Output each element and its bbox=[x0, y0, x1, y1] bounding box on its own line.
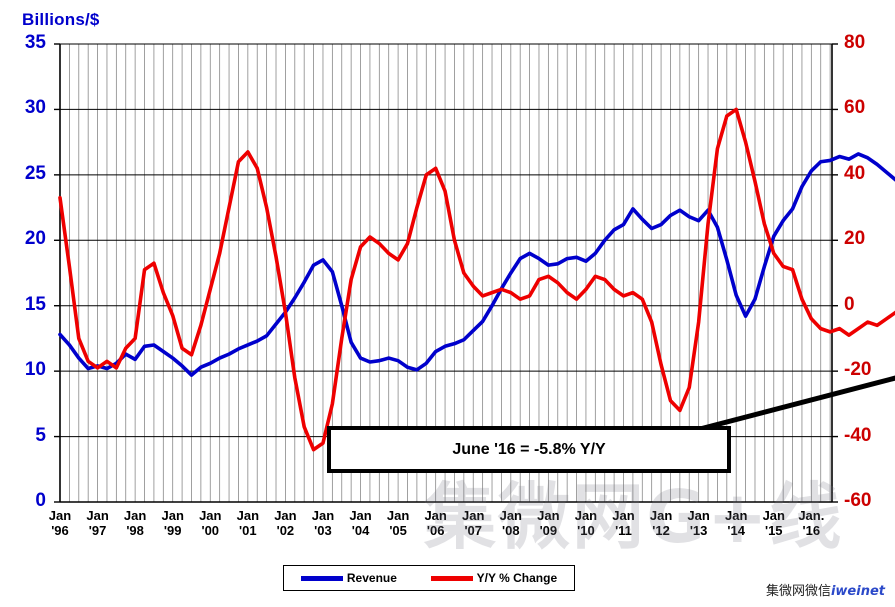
x-tick-year: '01 bbox=[239, 523, 257, 538]
legend-label-yoy: Y/Y % Change bbox=[476, 571, 558, 585]
x-tick-year: '11 bbox=[615, 523, 632, 538]
x-tick-month: Jan bbox=[462, 508, 485, 523]
y-axis-left-tick-30: 30 bbox=[24, 97, 46, 119]
x-axis-tick-96: Jan '96 bbox=[38, 508, 82, 538]
annotation-label: June '16 = -5.8% Y/Y bbox=[452, 440, 606, 458]
y-axis-left-tick-10: 10 bbox=[24, 359, 46, 381]
x-tick-month: Jan bbox=[649, 508, 673, 523]
x-axis-tick-02: Jan '02 bbox=[263, 508, 307, 538]
x-tick-year: '96 bbox=[51, 523, 69, 538]
x-tick-month: Jan bbox=[537, 508, 560, 523]
x-axis-tick-15: Jan '15 bbox=[752, 508, 796, 538]
x-axis-tick-12: Jan '12 bbox=[639, 508, 683, 538]
x-tick-year: '14 bbox=[727, 523, 745, 538]
x-axis-tick-05: Jan '05 bbox=[376, 508, 420, 538]
x-tick-year: '06 bbox=[426, 523, 445, 538]
x-tick-month: Jan bbox=[762, 508, 785, 523]
y-axis-left-tick-15: 15 bbox=[24, 293, 46, 315]
x-tick-month: Jan bbox=[123, 508, 147, 523]
y-axis-right-tick-80: 80 bbox=[844, 32, 866, 53]
legend-item-yoy: Y/Y % Change bbox=[430, 571, 558, 585]
x-tick-year: '02 bbox=[276, 523, 295, 538]
x-axis-tick-10: Jan '10 bbox=[564, 508, 608, 538]
x-axis-tick-13: Jan '13 bbox=[677, 508, 721, 538]
y-axis-left-tick-0: 0 bbox=[35, 490, 46, 511]
x-tick-year: '07 bbox=[464, 523, 483, 538]
x-axis-tick-04: Jan '04 bbox=[339, 508, 383, 538]
x-tick-year: '00 bbox=[201, 523, 220, 538]
x-axis-tick-97: Jan '97 bbox=[76, 508, 120, 538]
y-axis-left-title: Billions/$ bbox=[22, 10, 100, 29]
y-axis-right-tick--20: -20 bbox=[844, 359, 872, 381]
x-tick-month: Jan bbox=[612, 508, 635, 523]
x-tick-month: Jan bbox=[499, 508, 522, 523]
x-tick-year: '03 bbox=[314, 523, 332, 538]
x-axis-tick-98: Jan '98 bbox=[113, 508, 157, 538]
x-axis-tick-09: Jan '09 bbox=[526, 508, 570, 538]
x-tick-month: Jan bbox=[236, 508, 260, 523]
x-tick-month: Jan bbox=[161, 508, 184, 523]
x-tick-year: '98 bbox=[126, 523, 144, 538]
y-axis-right-tick-60: 60 bbox=[844, 97, 866, 119]
x-tick-month: Jan bbox=[86, 508, 109, 523]
x-tick-year: '05 bbox=[389, 523, 407, 538]
x-tick-month: Jan bbox=[574, 508, 598, 523]
y-axis-right-tick-40: 40 bbox=[844, 162, 866, 184]
x-tick-year: '13 bbox=[689, 523, 708, 538]
y-axis-right-tick--60: -60 bbox=[844, 490, 872, 511]
x-tick-year: '15 bbox=[764, 523, 783, 538]
footer-credit-cn: 集微网微信 bbox=[765, 584, 831, 599]
legend-label-revenue: Revenue bbox=[346, 571, 397, 585]
x-tick-month: Jan bbox=[687, 508, 710, 523]
x-tick-month: Jan bbox=[311, 508, 335, 523]
y-axis-left-tick-35: 35 bbox=[24, 32, 46, 53]
x-tick-year: '12 bbox=[652, 523, 670, 538]
y-axis-left-tick-25: 25 bbox=[24, 162, 46, 184]
y-axis-right-tick-20: 20 bbox=[844, 228, 866, 250]
x-tick-year: '04 bbox=[351, 523, 370, 538]
x-axis-tick-14: Jan '14 bbox=[714, 508, 758, 538]
x-tick-month: Jan bbox=[386, 508, 410, 523]
x-tick-year: '97 bbox=[88, 523, 107, 538]
x-tick-year: '10 bbox=[577, 523, 595, 538]
footer-credit-brand: iweinet bbox=[830, 584, 885, 599]
x-tick-year: '08 bbox=[502, 523, 520, 538]
x-tick-month: Jan bbox=[199, 508, 222, 523]
x-axis-tick-01: Jan '01 bbox=[226, 508, 270, 538]
x-tick-month: Jan bbox=[349, 508, 372, 523]
legend-swatch-revenue bbox=[300, 575, 343, 581]
x-axis-tick-16: Jan. '16 bbox=[789, 508, 833, 538]
y-axis-left-tick-20: 20 bbox=[24, 228, 46, 250]
x-axis-tick-03: Jan '03 bbox=[301, 508, 345, 538]
watermark-text: 集微网G+线 bbox=[424, 475, 844, 559]
x-axis-tick-00: Jan '00 bbox=[188, 508, 232, 538]
footer-credit: 集微网微信iweinet bbox=[766, 580, 885, 599]
x-axis-tick-06: Jan '06 bbox=[414, 508, 458, 538]
x-tick-month: Jan bbox=[274, 508, 297, 523]
x-tick-year: '16 bbox=[802, 523, 821, 538]
x-tick-year: '09 bbox=[539, 523, 558, 538]
legend-swatch-yoy bbox=[430, 575, 473, 581]
y-axis-right-tick--40: -40 bbox=[844, 424, 872, 446]
x-axis-tick-08: Jan '08 bbox=[489, 508, 533, 538]
y-axis-right-tick-0: 0 bbox=[844, 293, 855, 315]
y-axis-left-tick-5: 5 bbox=[35, 424, 46, 446]
x-tick-month: Jan bbox=[48, 508, 72, 523]
x-tick-year: '99 bbox=[163, 523, 182, 538]
annotation-callout: June '16 = -5.8% Y/Y bbox=[327, 426, 731, 473]
x-axis-tick-07: Jan '07 bbox=[451, 508, 495, 538]
legend-item-revenue: Revenue bbox=[300, 571, 397, 585]
x-tick-month: Jan. bbox=[798, 508, 825, 523]
x-axis-tick-99: Jan '99 bbox=[151, 508, 195, 538]
chart-legend: Revenue Y/Y % Change bbox=[283, 565, 575, 591]
x-axis-tick-11: Jan '11 bbox=[602, 508, 646, 538]
x-tick-month: Jan bbox=[424, 508, 447, 523]
x-tick-month: Jan bbox=[725, 508, 748, 523]
